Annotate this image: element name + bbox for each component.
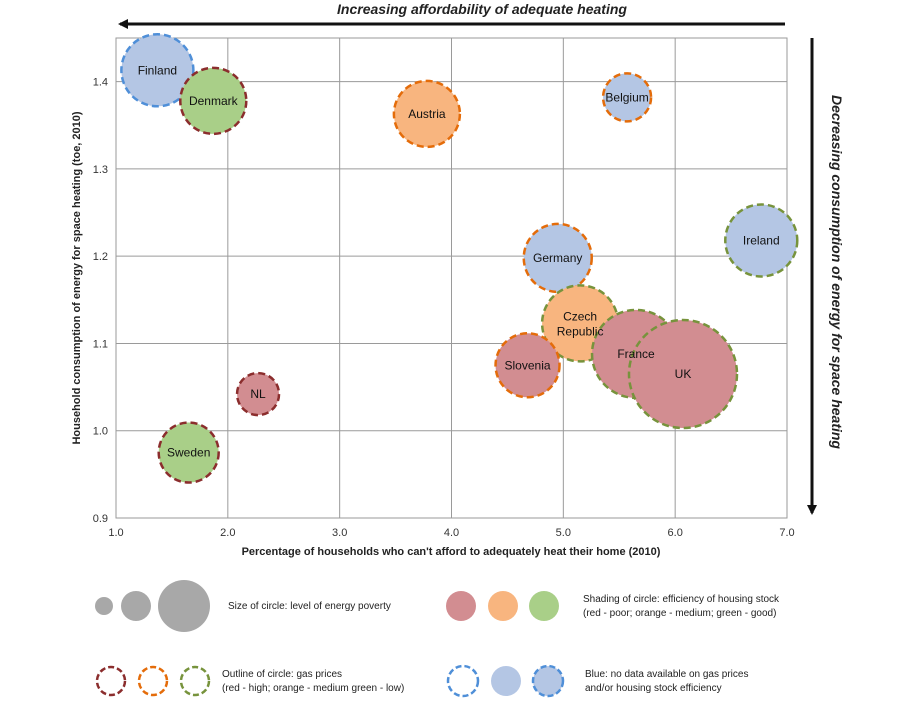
legend-size-large <box>158 580 210 632</box>
x-tick-label: 4.0 <box>444 527 459 539</box>
x-tick-label: 2.0 <box>220 527 235 539</box>
bubble-germany <box>522 222 593 294</box>
bubble-label-czech-republic: Czech Republic <box>557 309 604 338</box>
bubble-label-france: France <box>617 347 655 361</box>
top-arrow-label: Increasing affordability of adequate hea… <box>337 1 627 17</box>
legend-size-small <box>95 597 113 615</box>
x-tick-label: 1.0 <box>108 527 123 539</box>
bubble-nl <box>235 371 281 417</box>
legend-outline-text-2: (red - high; orange - medium green - low… <box>222 683 404 694</box>
legend-shading-text-2: (red - poor; orange - medium; green - go… <box>583 608 776 619</box>
bubble-austria <box>392 79 462 149</box>
legend-blue-text-2: and/or housing stock efficiency <box>585 683 722 694</box>
bubble-label-ireland: Ireland <box>743 233 780 247</box>
legend-size-text: Size of circle: level of energy poverty <box>228 601 391 612</box>
bubble-finland <box>120 33 195 108</box>
bubble-label-sweden: Sweden <box>167 446 210 460</box>
bubble-label-slovenia: Slovenia <box>505 358 551 372</box>
y-tick-label: 1.1 <box>93 338 108 350</box>
bubble-denmark <box>179 66 248 136</box>
bubble-label-uk: UK <box>675 367 692 381</box>
bubble-uk <box>627 318 739 430</box>
plot-area-frame <box>115 37 788 519</box>
y-tick-label: 1.2 <box>93 251 108 263</box>
x-tick-label: 3.0 <box>332 527 347 539</box>
legend-outline-orange <box>137 665 169 697</box>
bubble-belgium <box>601 72 653 123</box>
x-tick-label: 7.0 <box>779 527 794 539</box>
legend-blue-both <box>531 664 565 698</box>
legend-shade-orange <box>488 591 518 621</box>
bubble-label-germany: Germany <box>533 251 582 265</box>
bubble-label-belgium: Belgium <box>605 90 648 104</box>
y-tick-label: 0.9 <box>93 513 108 525</box>
legend-outline-green <box>179 665 211 697</box>
bubble-label-austria: Austria <box>408 107 446 121</box>
bubble-ireland <box>724 203 799 278</box>
bubble-sweden <box>157 421 220 484</box>
legend-shade-green <box>529 591 559 621</box>
bubble-slovenia <box>494 332 561 399</box>
legend-shade-red <box>446 591 476 621</box>
legend-outline-text-1: Outline of circle: gas prices <box>222 669 342 680</box>
y-tick-label: 1.4 <box>93 77 108 89</box>
y-axis-title: Household consumption of energy for spac… <box>71 111 83 444</box>
legend-outline-red <box>95 665 127 697</box>
legend-blue-outline <box>446 664 480 698</box>
bubbles <box>120 33 799 484</box>
bubble-label-nl: NL <box>250 387 266 401</box>
legend-size-medium <box>121 591 151 621</box>
tick-labels: 1.0 2.0 3.0 4.0 5.0 6.0 7.00.91.01.11.21.31.4 <box>93 77 795 539</box>
x-axis-title: Percentage of households who can't affor… <box>242 546 661 558</box>
right-arrow-label: Decreasing consumption of energy for spa… <box>829 95 845 449</box>
bubble-label-denmark: Denmark <box>189 94 239 108</box>
legend-blue-text-1: Blue: no data available on gas prices <box>585 669 748 680</box>
legend-blue-fill <box>491 666 521 696</box>
y-tick-label: 1.3 <box>93 164 108 176</box>
legend-shading-text-1: Shading of circle: efficiency of housing… <box>583 594 780 605</box>
y-tick-label: 1.0 <box>93 426 108 438</box>
bubble-labels: Finland Denmark Austria Belgium Ireland Germa… <box>138 63 780 459</box>
x-tick-label: 5.0 <box>556 527 571 539</box>
bubble-label-finland: Finland <box>138 63 177 77</box>
legend: Size of circle: level of energy poverty … <box>95 580 780 698</box>
x-tick-label: 6.0 <box>668 527 683 539</box>
